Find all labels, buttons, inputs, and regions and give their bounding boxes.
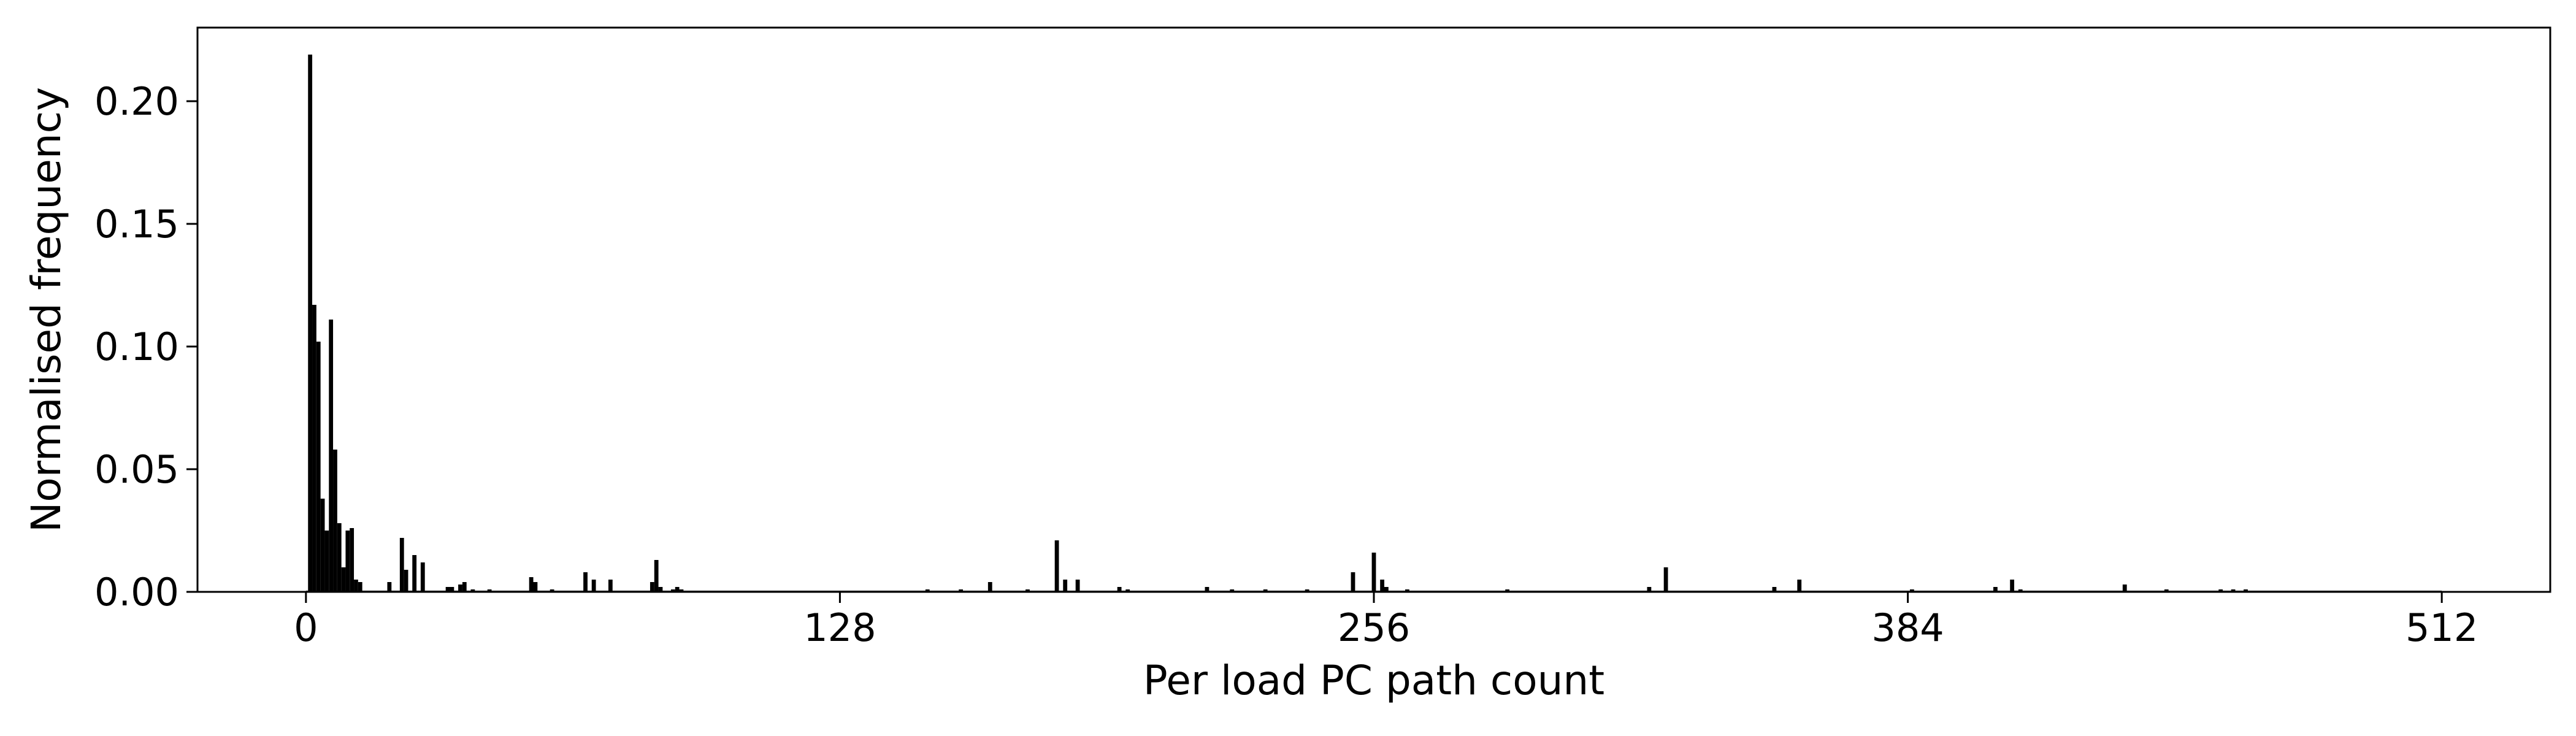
x-tick-label: 256 [1338,605,1410,650]
bar [1797,580,1802,592]
bar [650,582,654,592]
bar [1663,567,1668,592]
bar [341,567,346,592]
x-tick-label: 512 [2405,605,2478,650]
bar [337,523,342,592]
bar [354,580,358,592]
bar [399,538,404,592]
bar [1993,587,1998,592]
bar [387,582,392,592]
bar [533,582,538,592]
bar [1054,540,1059,592]
x-tick-label: 0 [294,605,318,650]
y-tick-label: 0.15 [94,202,179,247]
bar [1351,572,1355,592]
y-tick-label: 0.05 [94,447,179,492]
bar [1772,587,1777,592]
bar [462,582,467,592]
bar [1647,587,1652,592]
bar [529,577,534,592]
bar [358,582,362,592]
bar [591,580,596,592]
x-tick-label: 384 [1871,605,1944,650]
bar [1205,587,1209,592]
bar [1063,580,1068,592]
y-axis-label: Normalised frequency [23,87,70,532]
bar [450,587,454,592]
bar [608,580,613,592]
x-axis-ticks: 0 128 256 384 512 [294,592,2478,650]
bar [583,572,588,592]
bar [2010,580,2015,592]
y-tick-label: 0.20 [94,79,179,124]
bar [1384,587,1389,592]
bar [658,587,663,592]
bar [1371,553,1376,592]
bar [675,587,680,592]
y-axis-ticks: 0.00 0.05 0.10 0.15 0.20 [94,79,197,615]
bar [1117,587,1122,592]
x-tick-label: 128 [803,605,876,650]
bar [458,585,462,592]
bar [420,562,425,592]
bar [329,320,334,592]
bar [412,555,417,592]
bar [308,55,313,592]
bar [333,450,337,592]
bar [350,528,355,592]
bar [345,531,350,592]
bar [1075,580,1080,592]
x-axis-label: Per load PC path count [1143,657,1604,704]
bar [987,582,992,592]
bar [320,499,325,592]
bar [404,570,408,592]
bar [1380,580,1384,592]
bar [324,531,329,592]
plot-frame [196,26,2551,593]
bar [445,587,450,592]
bar [2122,585,2127,592]
bar [312,305,316,592]
y-tick-label: 0.00 [94,570,179,615]
bar [316,342,321,592]
y-tick-label: 0.10 [94,324,179,369]
bar [654,560,659,592]
